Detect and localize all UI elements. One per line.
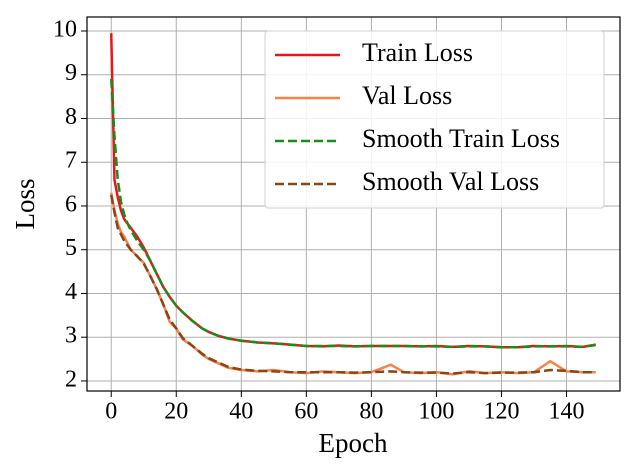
- x-tick-label: 80: [359, 399, 383, 425]
- x-tick-label: 60: [294, 399, 318, 425]
- y-axis-label: Loss: [10, 178, 40, 229]
- series-line: [110, 194, 596, 375]
- x-tick-label: 140: [549, 399, 585, 425]
- x-tick-label: 120: [483, 399, 519, 425]
- x-tick-label: 0: [105, 399, 117, 425]
- legend-label: Smooth Train Loss: [362, 124, 560, 153]
- y-tick-label: 7: [65, 148, 77, 174]
- legend-box: [264, 30, 605, 209]
- legend-label: Smooth Val Loss: [362, 167, 539, 196]
- legend-label: Val Loss: [362, 81, 452, 110]
- ticks: 0 20 40 60 80 100 120 140 2 3 4 5 6 7 8 9 10: [53, 16, 585, 424]
- y-tick-label: 3: [65, 323, 77, 349]
- y-tick-label: 8: [65, 104, 77, 130]
- y-tick-label: 2: [65, 366, 77, 392]
- y-tick-label: 9: [65, 60, 77, 86]
- y-tick-label: 4: [65, 279, 77, 305]
- x-tick-label: 20: [164, 399, 188, 425]
- y-tick-label: 6: [65, 191, 77, 217]
- x-tick-label: 100: [418, 399, 454, 425]
- legend: Train Loss Val Loss Smooth Train Loss Smoot…: [264, 30, 605, 209]
- x-axis-label: Epoch: [319, 428, 388, 458]
- x-tick-label: 40: [229, 399, 253, 425]
- lines: [109, 33, 596, 376]
- y-tick-label: 5: [65, 235, 77, 261]
- y-tick-label: 10: [53, 16, 77, 42]
- plot-frame: [86, 16, 621, 392]
- legend-label: Train Loss: [362, 38, 473, 67]
- series-line: [109, 79, 596, 349]
